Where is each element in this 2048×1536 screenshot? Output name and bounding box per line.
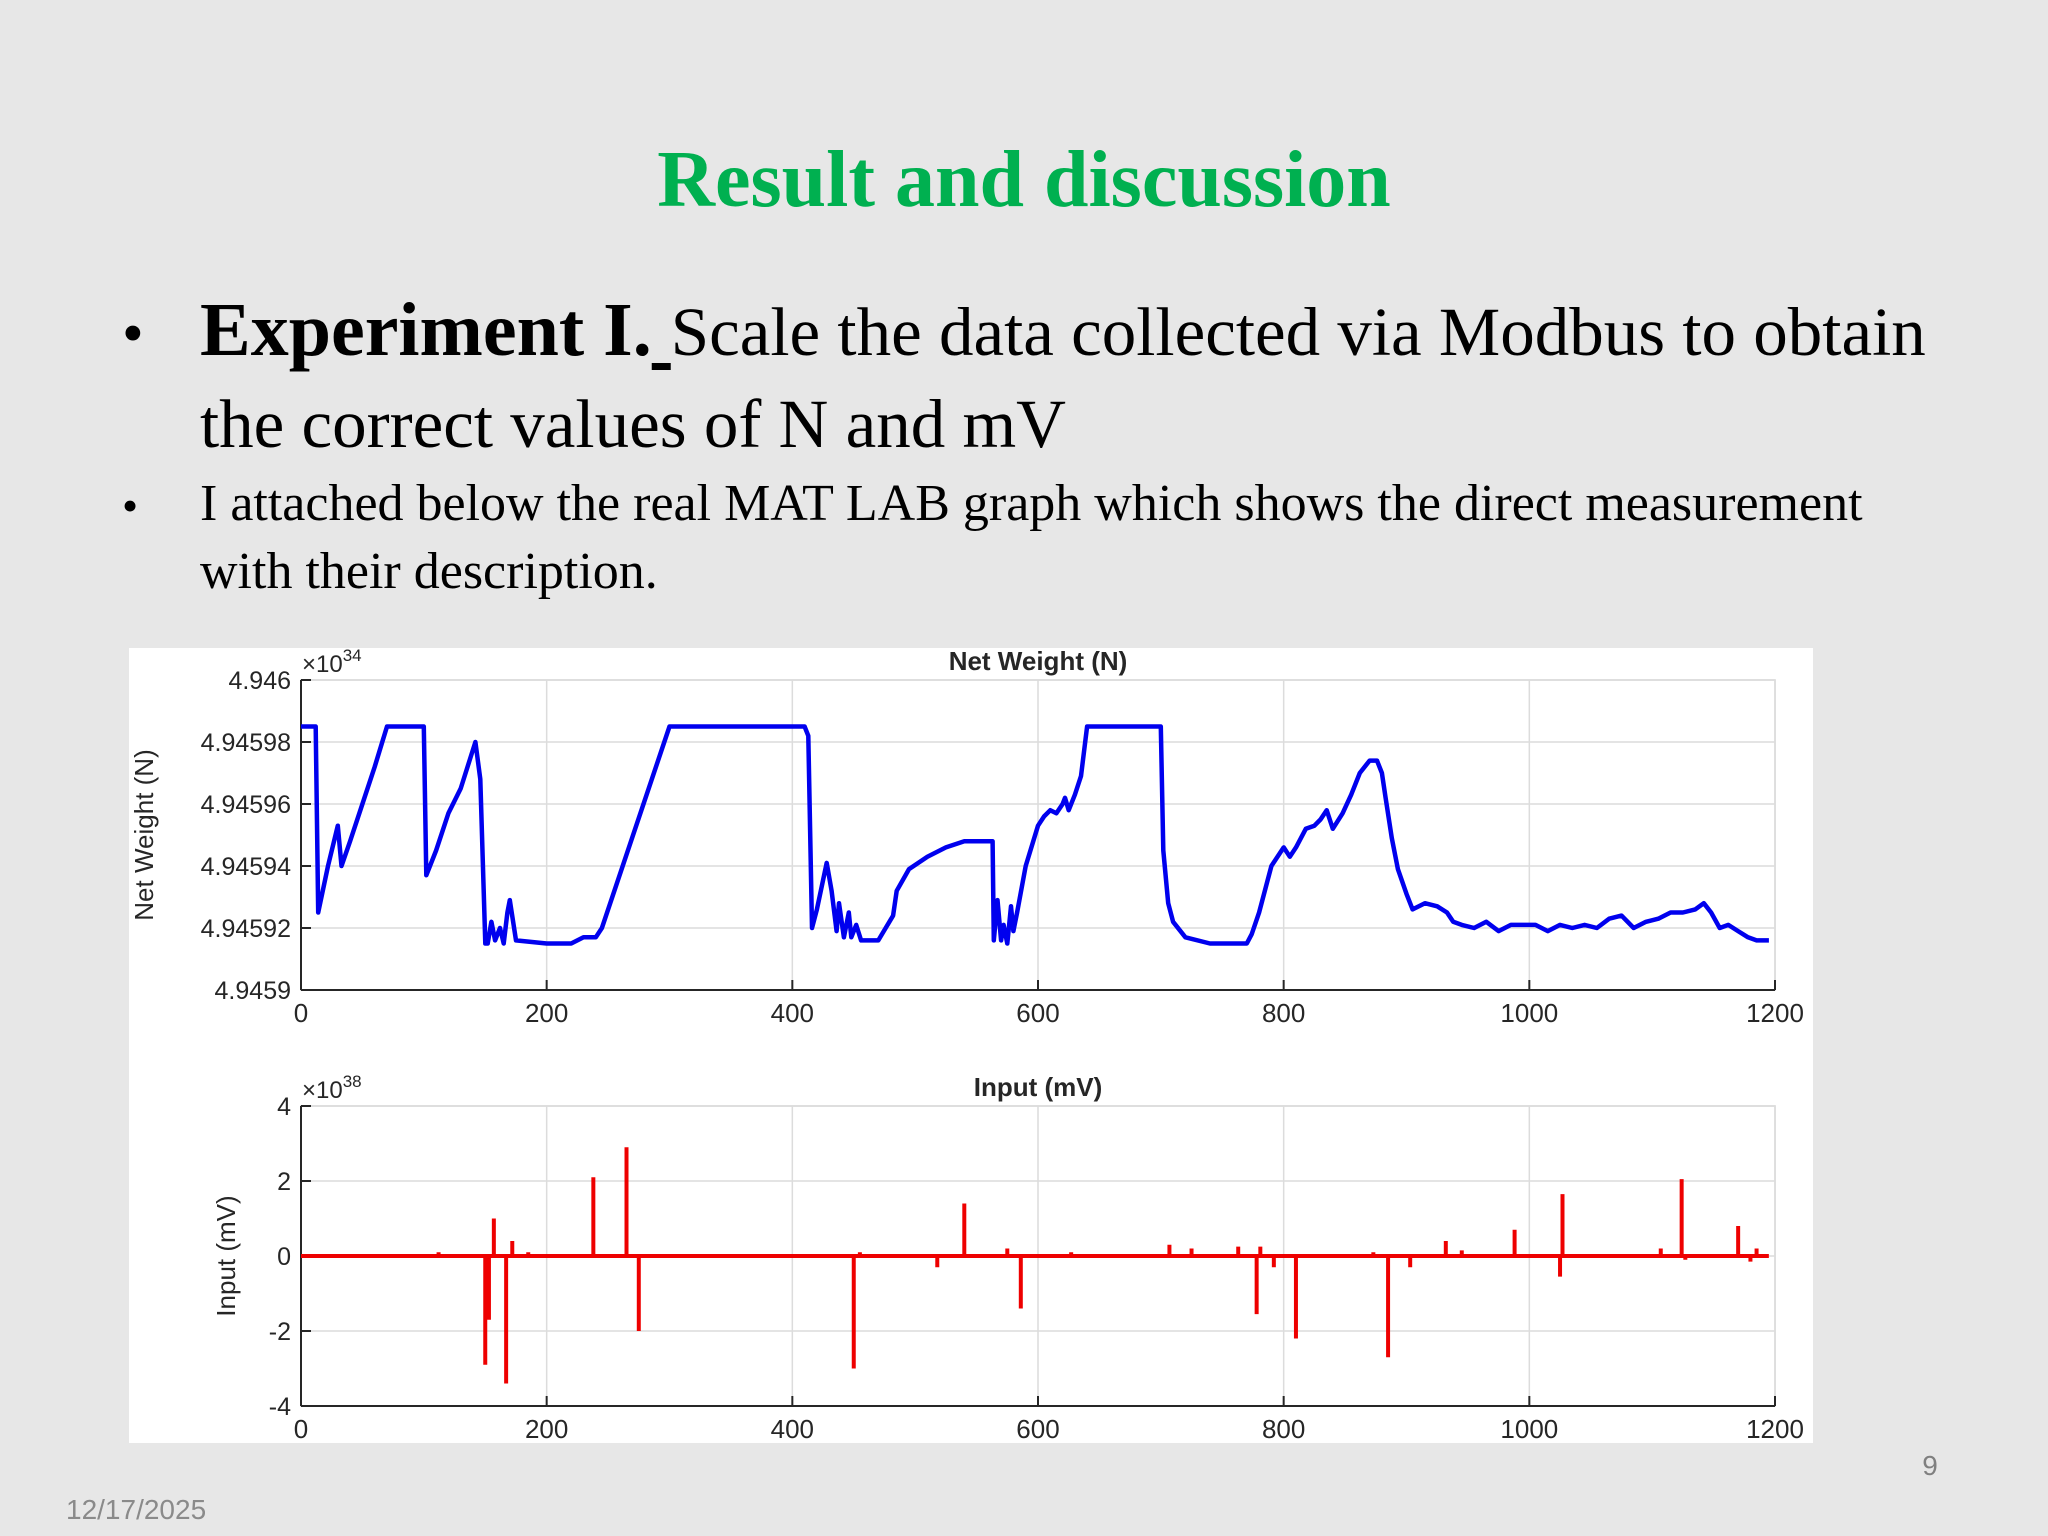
net-weight-x-tick-label: 1200 — [1746, 998, 1804, 1028]
input-x-tick-label: 800 — [1262, 1414, 1305, 1443]
input-y-tick-label: 4 — [277, 1093, 291, 1121]
net-weight-y-tick-label: 4.946 — [228, 667, 291, 695]
input-exponent-label: ×1038 — [302, 1072, 362, 1104]
input-y-tick-label: 2 — [277, 1168, 291, 1196]
bullet-experiment: • Experiment I. Scale the data collected… — [122, 284, 2000, 470]
input-x-axis-label: Time (s) — [988, 1440, 1087, 1443]
input-y-tick-label: -2 — [269, 1318, 291, 1346]
input-x-tick-label: 1000 — [1500, 1414, 1558, 1443]
net-weight-x-tick-label: 600 — [1016, 998, 1059, 1028]
input-x-tick-label: 0 — [294, 1414, 308, 1443]
matlab-figure-svg: 0 200 400 600 800 1000 12004.94594.945924.9459… — [129, 646, 1804, 1470]
page-number: 9 — [1922, 1450, 1938, 1481]
bullet-lead: Experiment I. — [200, 288, 671, 372]
net-weight-x-tick-label: 200 — [525, 998, 568, 1028]
bullet-lead-underline — [652, 288, 671, 372]
input-x-tick-label: 600 — [1016, 1414, 1059, 1443]
input-x-tick-label: 400 — [771, 1414, 814, 1443]
input-chart-title: Input (mV) — [974, 1072, 1103, 1102]
net-weight-series-line — [301, 724, 1769, 946]
bullet-text: I attached below the real MAT LAB graph … — [200, 475, 1863, 600]
net-weight-x-tick-label: 1000 — [1500, 998, 1558, 1028]
net-weight-y-tick-label: 4.9459 — [215, 977, 291, 1005]
bullet-glyph: • — [122, 480, 139, 531]
net-weight-y-tick-label: 4.94594 — [201, 853, 291, 881]
input-y-axis-label: Input (mV) — [211, 1195, 241, 1316]
net-weight-y-tick-label: 4.94592 — [201, 915, 291, 943]
matlab-figure: 0 200 400 600 800 1000 1200 4.9459 4.94592 4.9459… — [129, 646, 1813, 1470]
input-y-tick-label: 0 — [277, 1243, 291, 1271]
net-weight-chart-title: Net Weight (N) — [949, 648, 1128, 676]
bullet-description: • I attached below the real MAT LAB grap… — [122, 470, 1880, 606]
net-weight-exponent-label: ×1034 — [302, 648, 362, 678]
net-weight-x-tick-label: 800 — [1262, 998, 1305, 1028]
bullet-text: Scale the data collected via Modbus to o… — [200, 294, 1926, 462]
input-x-tick-label: 1200 — [1746, 1414, 1804, 1443]
net-weight-x-tick-label: 400 — [771, 998, 814, 1028]
slide-date: 12/17/2025 — [66, 1494, 207, 1525]
net-weight-y-axis-label: Net Weight (N) — [129, 749, 159, 920]
net-weight-y-tick-label: 4.94596 — [201, 791, 291, 819]
net-weight-x-tick-label: 0 — [294, 998, 308, 1028]
input-x-tick-label: 200 — [525, 1414, 568, 1443]
slide-title: Result and discussion — [657, 136, 1391, 224]
net-weight-y-tick-label: 4.94598 — [201, 729, 291, 757]
bullet-lead-bold: Experiment I. — [200, 288, 652, 372]
bullet-glyph: • — [122, 300, 144, 368]
input-y-tick-label: -4 — [269, 1393, 291, 1421]
